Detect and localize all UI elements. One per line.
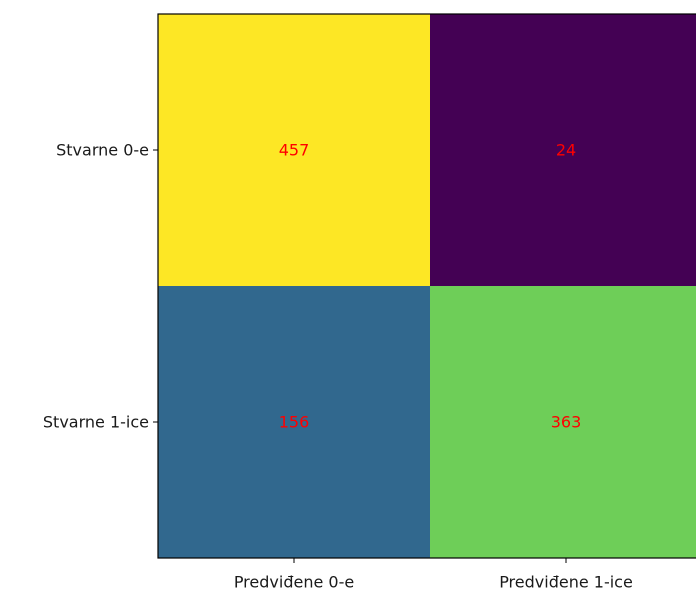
x-axis-ticks: Predviđene 0-e Predviđene 1-ice: [234, 558, 633, 589]
cell-value-label-r0-c0: 457: [279, 141, 310, 160]
y-axis-ticks: Stvarne 0-e Stvarne 1-ice: [43, 141, 158, 432]
heatmap-cell-r0-c0: [158, 14, 430, 286]
y-tick-label-1: Stvarne 1-ice: [43, 413, 149, 432]
heatmap-cell-r1-c1: [430, 286, 696, 558]
cell-value-label-r0-c1: 24: [556, 141, 576, 160]
plot-frame: [157, 13, 696, 559]
cell-value-label-r1-c1: 363: [551, 413, 582, 432]
y-tick-label-0: Stvarne 0-e: [56, 141, 149, 160]
heatmap-cells: [158, 14, 696, 558]
cell-value-label-r1-c0: 156: [279, 413, 310, 432]
cell-value-labels: 457 24 156 363: [279, 141, 582, 432]
x-tick-label-1: Predviđene 1-ice: [499, 573, 633, 589]
x-tick-label-0: Predviđene 0-e: [234, 573, 354, 589]
heatmap-cell-r1-c0: [158, 286, 430, 558]
heatmap-cell-r0-c1: [430, 14, 696, 286]
